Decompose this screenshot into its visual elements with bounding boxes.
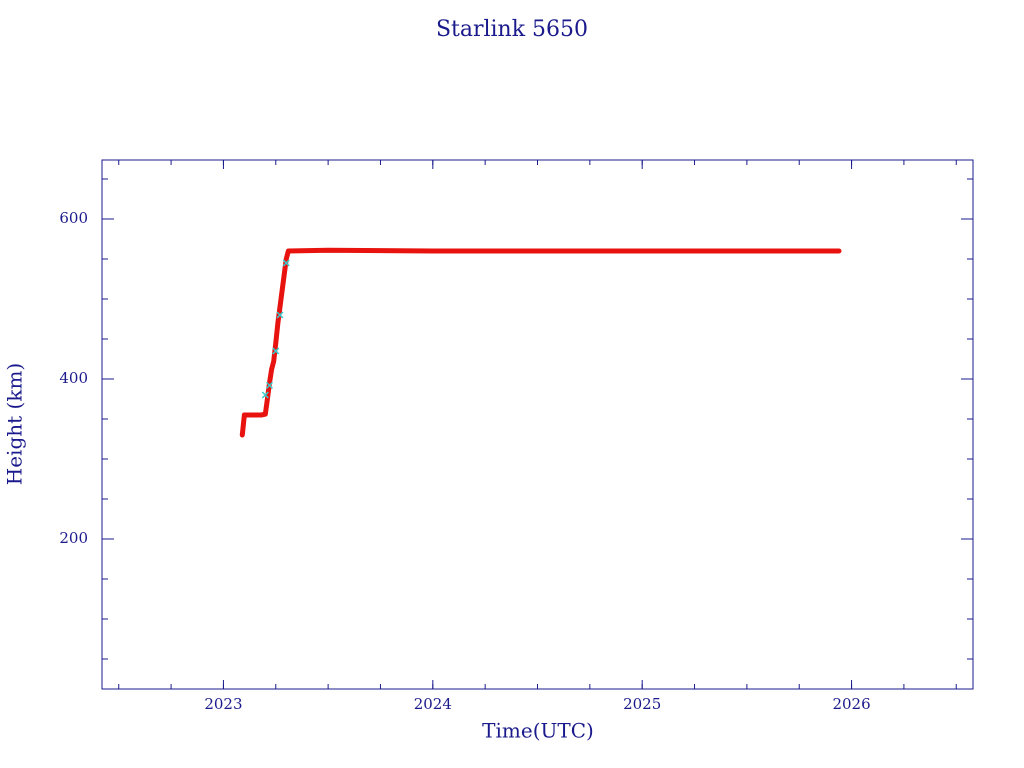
data-point: [261, 391, 269, 399]
data-point: [282, 259, 290, 267]
x-tick-label: 2024: [414, 695, 452, 713]
x-axis-label: Time(UTC): [482, 719, 594, 743]
x-tick-label: 2025: [623, 695, 661, 713]
x-tick-label: 2026: [832, 695, 870, 713]
data-line: [239, 247, 842, 438]
y-axis-label: Height (km): [3, 363, 27, 485]
data-point: [272, 347, 280, 355]
plot-frame: [101, 159, 974, 690]
data-point: [276, 311, 284, 319]
x-tick-label: 2023: [204, 695, 242, 713]
y-tick-label: 200: [59, 529, 88, 547]
data-point: [265, 381, 274, 389]
chart-title: Starlink 5650: [436, 17, 588, 42]
y-tick-label: 400: [59, 369, 88, 387]
y-tick-label: 600: [59, 209, 88, 227]
